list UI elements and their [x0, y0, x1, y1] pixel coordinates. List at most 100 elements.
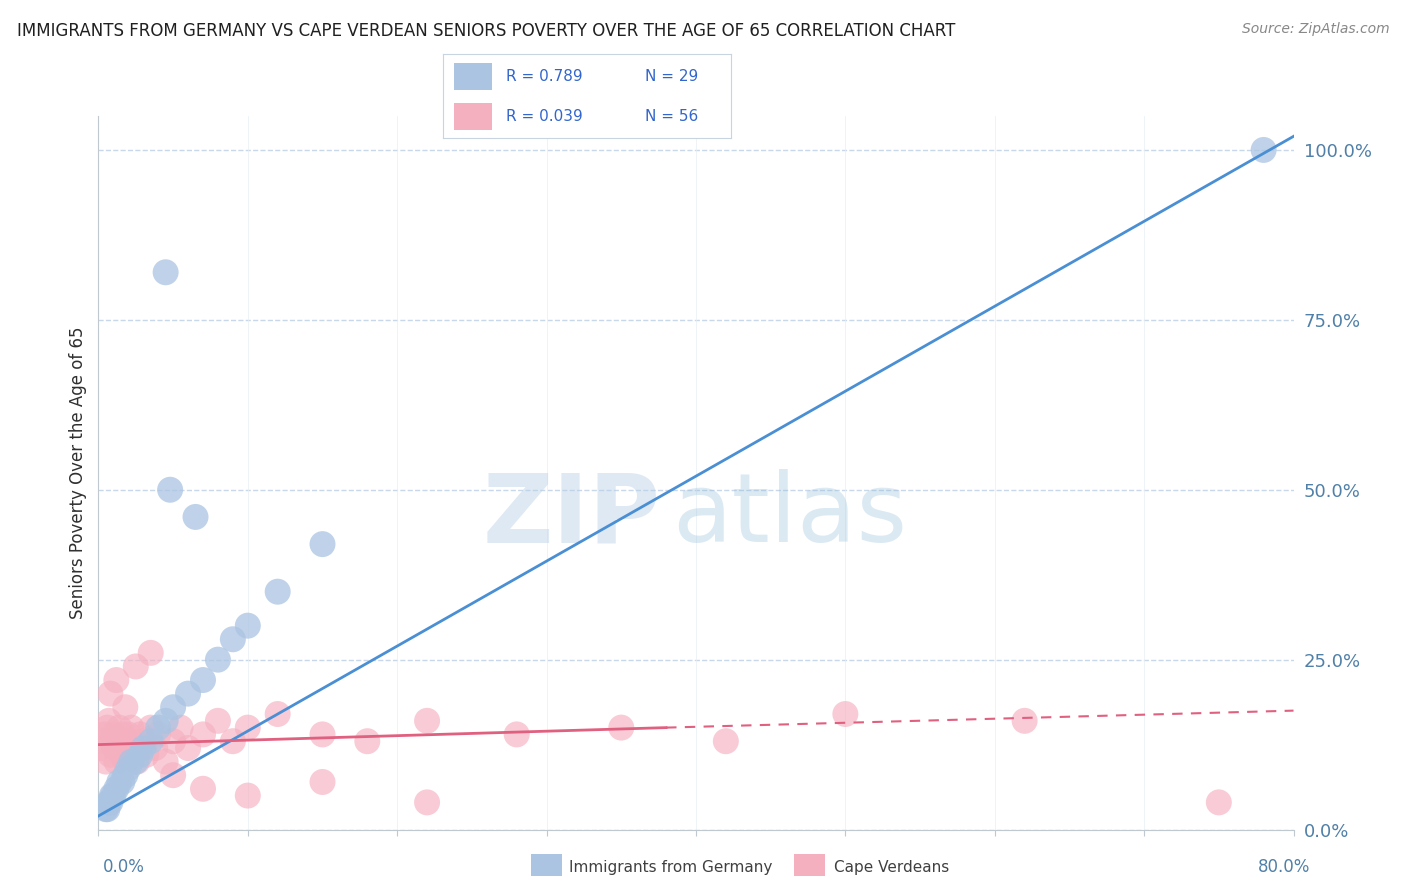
Point — [114, 755, 136, 769]
Point — [177, 741, 200, 756]
Point — [1208, 796, 1230, 810]
Point — [115, 734, 138, 748]
Point — [162, 700, 184, 714]
Point — [207, 714, 229, 728]
Point — [98, 687, 122, 701]
Point — [162, 734, 184, 748]
Point — [98, 796, 122, 810]
Point — [267, 584, 290, 599]
Point — [111, 741, 134, 756]
Point — [191, 727, 214, 741]
Point — [267, 706, 290, 721]
Point — [103, 727, 125, 741]
Point — [139, 721, 162, 735]
Text: R = 0.789: R = 0.789 — [506, 69, 583, 84]
Text: ZIP: ZIP — [482, 469, 661, 562]
Point — [103, 789, 125, 803]
Point — [93, 727, 115, 741]
Point — [132, 734, 155, 748]
Point — [104, 741, 127, 756]
Point — [222, 734, 245, 748]
Point — [120, 755, 142, 769]
Point — [1014, 714, 1036, 728]
Point — [610, 721, 633, 735]
Point — [222, 632, 245, 647]
Point — [139, 734, 162, 748]
Text: Immigrants from Germany: Immigrants from Germany — [569, 860, 773, 874]
Point — [96, 802, 118, 816]
Point — [90, 741, 112, 756]
Point — [169, 721, 191, 735]
Text: Cape Verdeans: Cape Verdeans — [834, 860, 949, 874]
FancyBboxPatch shape — [454, 103, 492, 130]
Point — [97, 714, 120, 728]
Point — [155, 265, 177, 279]
Point — [311, 537, 333, 551]
Text: Source: ZipAtlas.com: Source: ZipAtlas.com — [1241, 22, 1389, 37]
Point — [107, 734, 129, 748]
Text: N = 29: N = 29 — [644, 69, 697, 84]
Point — [91, 734, 114, 748]
Point — [135, 747, 157, 762]
Point — [124, 741, 146, 756]
Point — [111, 775, 134, 789]
Point — [177, 687, 200, 701]
Point — [112, 727, 135, 741]
Point — [311, 727, 333, 741]
Point — [236, 618, 259, 632]
Point — [139, 646, 162, 660]
Point — [108, 775, 131, 789]
Point — [125, 659, 148, 673]
Point — [416, 714, 439, 728]
Point — [191, 781, 214, 796]
Point — [129, 727, 152, 741]
Point — [101, 789, 124, 803]
Text: R = 0.039: R = 0.039 — [506, 109, 583, 124]
Point — [114, 700, 136, 714]
Text: N = 56: N = 56 — [644, 109, 697, 124]
Point — [114, 768, 136, 782]
Point — [117, 761, 139, 775]
Point — [311, 775, 333, 789]
Point — [184, 510, 207, 524]
Point — [129, 747, 152, 762]
Text: IMMIGRANTS FROM GERMANY VS CAPE VERDEAN SENIORS POVERTY OVER THE AGE OF 65 CORRE: IMMIGRANTS FROM GERMANY VS CAPE VERDEAN … — [17, 22, 955, 40]
Point — [207, 653, 229, 667]
Point — [120, 721, 142, 735]
Point — [356, 734, 378, 748]
Y-axis label: Seniors Poverty Over the Age of 65: Seniors Poverty Over the Age of 65 — [69, 326, 87, 619]
Text: atlas: atlas — [672, 469, 907, 562]
Point — [155, 755, 177, 769]
FancyBboxPatch shape — [454, 62, 492, 90]
Point — [416, 796, 439, 810]
Point — [162, 768, 184, 782]
Point — [834, 706, 856, 721]
Point — [1253, 143, 1275, 157]
Point — [148, 721, 170, 735]
Point — [98, 747, 122, 762]
Text: 80.0%: 80.0% — [1258, 858, 1310, 876]
Point — [117, 727, 139, 741]
Point — [97, 796, 120, 810]
Point — [148, 727, 170, 741]
Point — [94, 755, 117, 769]
Text: 0.0%: 0.0% — [103, 858, 145, 876]
Point — [132, 741, 155, 756]
Point — [94, 802, 117, 816]
Point — [191, 673, 214, 687]
Point — [125, 755, 148, 769]
Point — [155, 714, 177, 728]
Point — [127, 755, 149, 769]
Point — [108, 721, 131, 735]
Point — [236, 789, 259, 803]
Point — [105, 673, 128, 687]
Point — [714, 734, 737, 748]
Point — [96, 721, 118, 735]
Point — [101, 734, 124, 748]
Point — [105, 781, 128, 796]
Point — [105, 755, 128, 769]
Point — [110, 747, 132, 762]
Point — [236, 721, 259, 735]
Point — [143, 741, 166, 756]
Point — [159, 483, 181, 497]
